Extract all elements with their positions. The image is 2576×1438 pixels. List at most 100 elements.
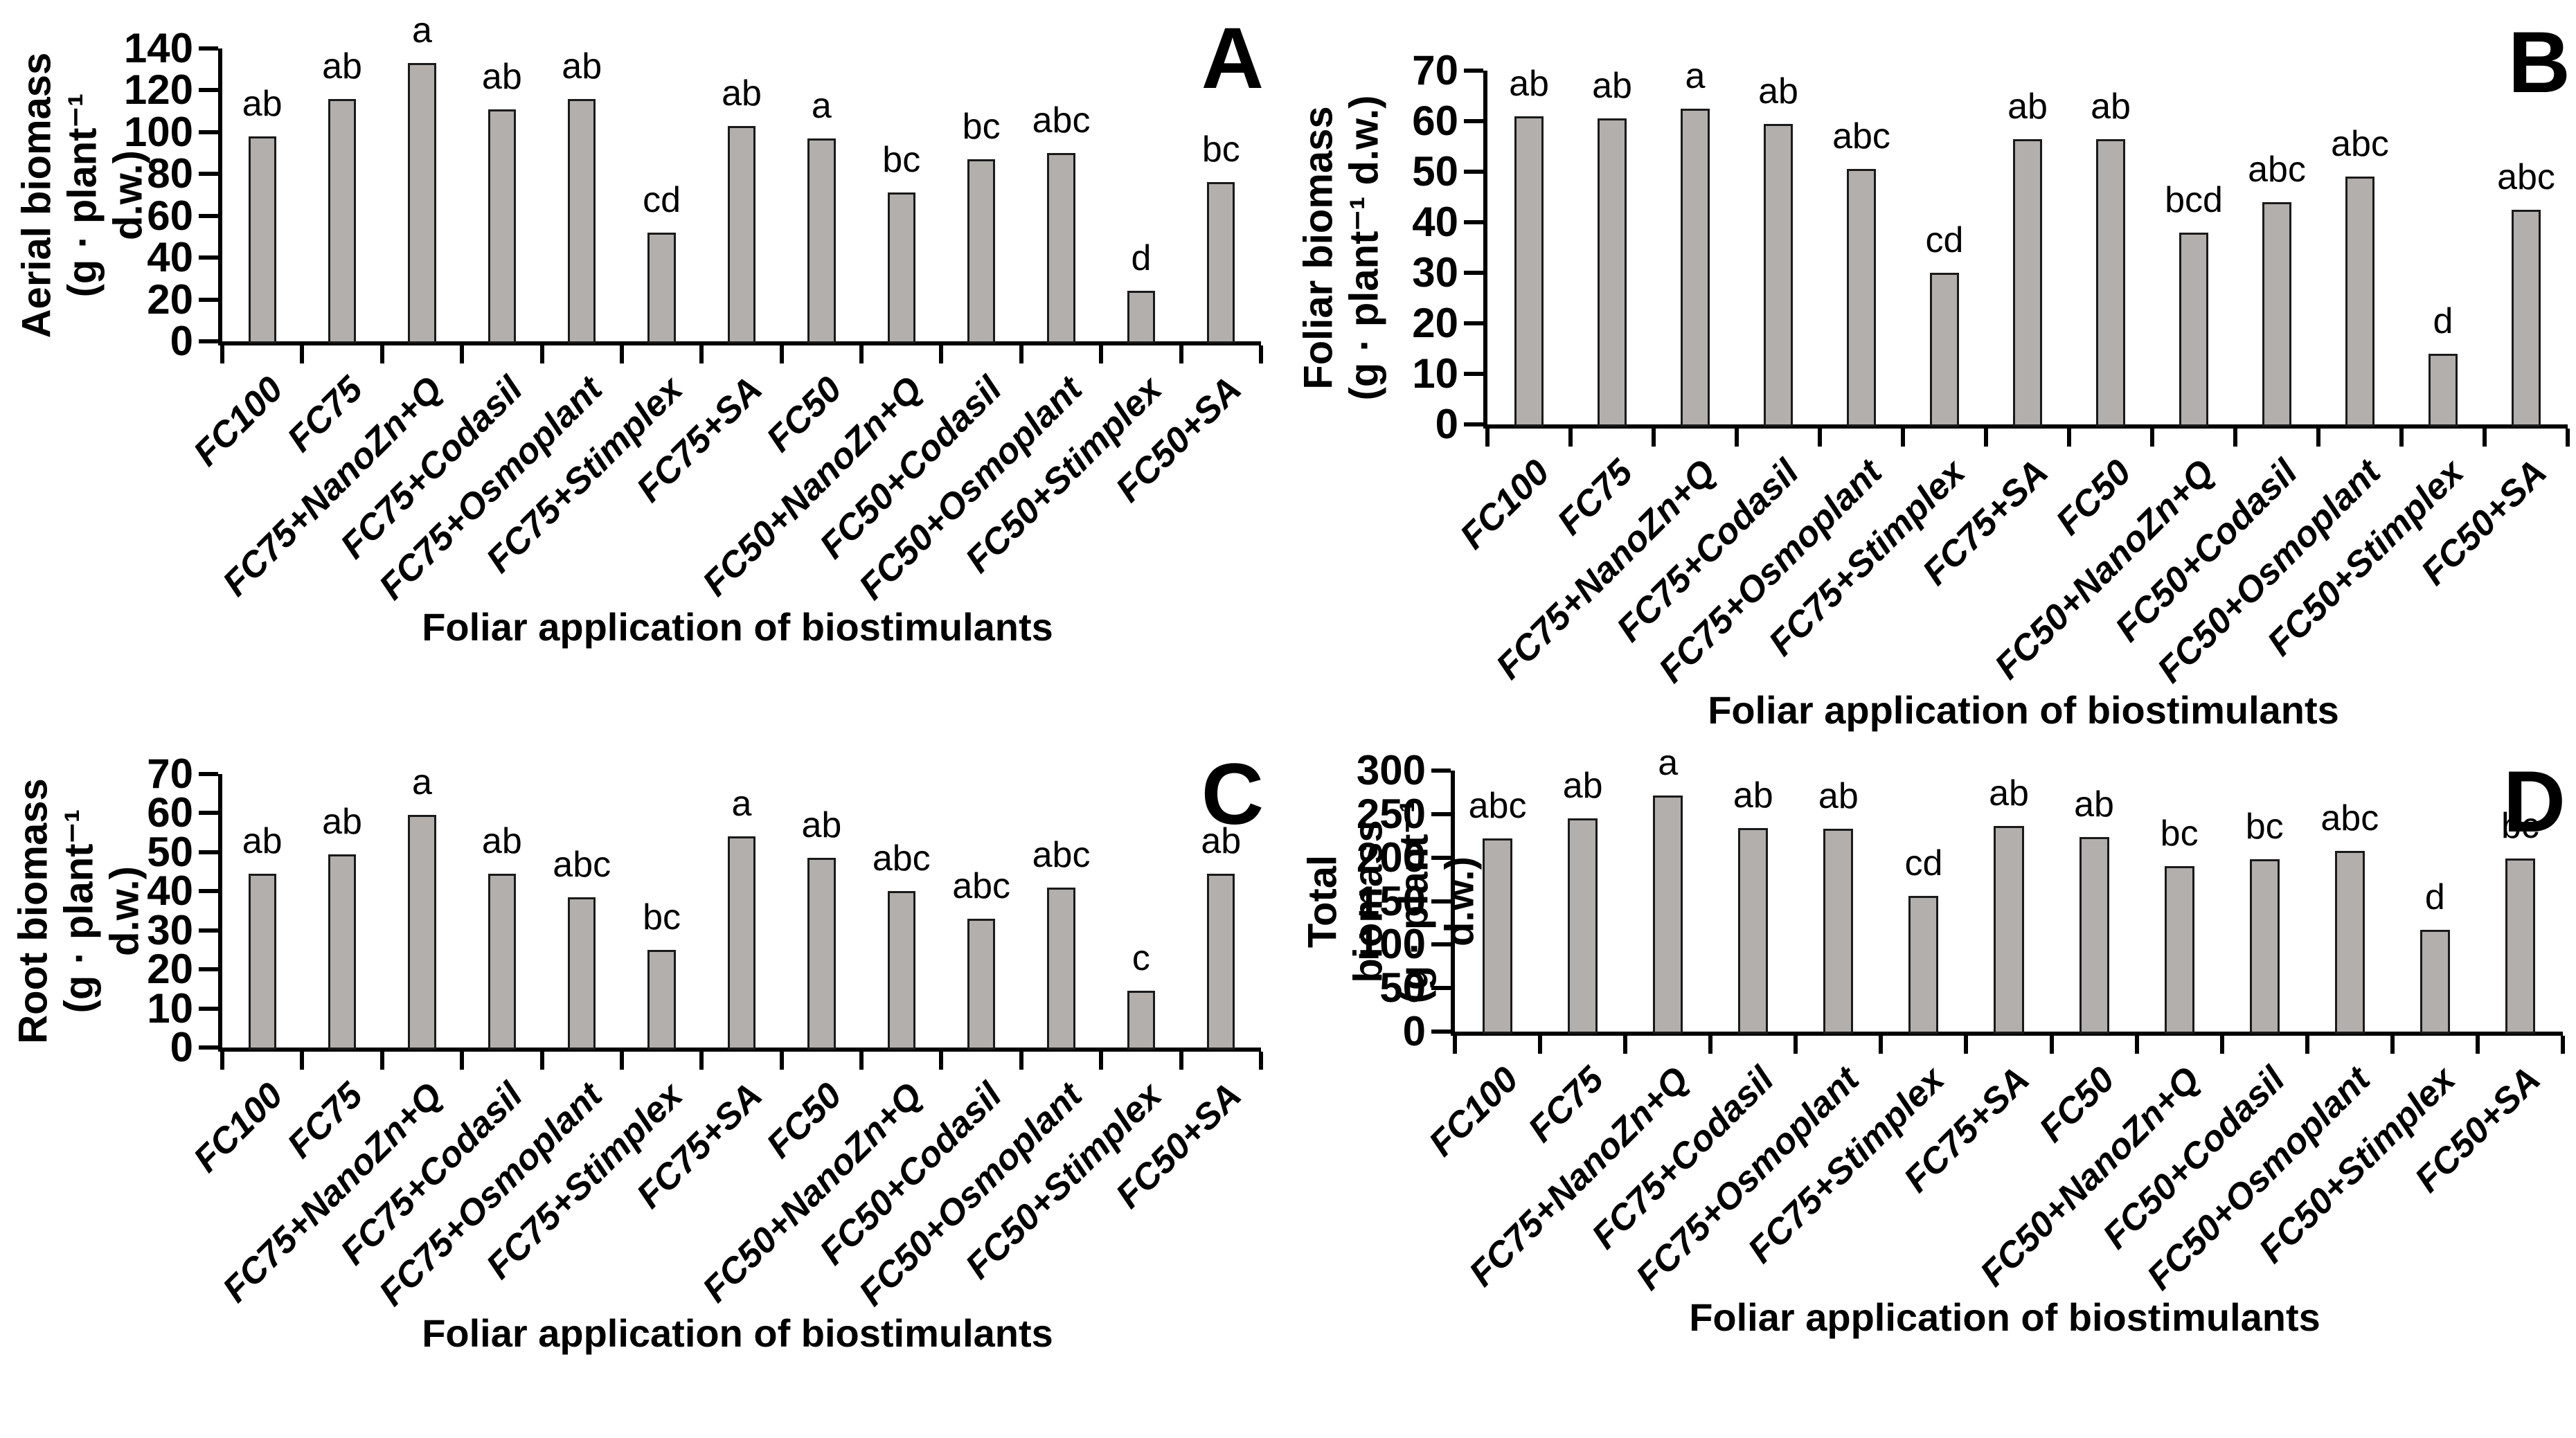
bar-FC75+SA	[1994, 826, 2024, 1034]
y-tick-label: 10	[147, 985, 193, 1032]
bar-FC75+Codasil	[1764, 123, 1793, 426]
y-tick-mark	[199, 889, 218, 894]
significance-letter: a	[1685, 55, 1706, 96]
significance-letter: ab	[1592, 66, 1632, 107]
x-tick-mark	[2233, 429, 2237, 447]
significance-letter: ab	[722, 73, 762, 114]
bar-FC50+Osmoplant	[2334, 850, 2365, 1034]
bar-FC75+Osmoplant	[568, 897, 596, 1050]
x-tick-mark	[2305, 1036, 2309, 1054]
x-tick-mark	[1453, 1036, 1457, 1054]
x-tick-mark	[2067, 429, 2071, 447]
x-tick-mark	[779, 1052, 784, 1070]
significance-letter: abc	[1468, 786, 1527, 827]
panel-letter: C	[1201, 746, 1264, 843]
y-tick-mark	[199, 1045, 218, 1050]
significance-letter: ab	[322, 46, 362, 87]
x-tick-mark	[379, 1052, 384, 1070]
bar-FC75+Codasil	[488, 109, 517, 343]
y-tick-label: 30	[1412, 249, 1458, 296]
x-tick-mark	[1568, 429, 1573, 447]
significance-letter: ab	[562, 46, 602, 87]
y-tick-mark	[199, 850, 218, 854]
y-tick-label: 0	[1402, 1008, 1426, 1054]
y-tick-mark	[199, 339, 218, 343]
bar-FC50	[807, 138, 836, 343]
bar-FC75+NanoZn+Q	[1681, 108, 1710, 426]
bar-FC50+Stimplex	[2420, 929, 2450, 1034]
y-tick-label: 250	[1356, 790, 1426, 837]
significance-letter: abc	[1032, 100, 1091, 141]
y-tick-mark	[1431, 811, 1451, 816]
x-axis-title: Foliar application of biostimulants	[1708, 688, 2339, 732]
y-tick-mark	[199, 297, 218, 302]
significance-letter: a	[411, 10, 432, 51]
y-tick-label: 80	[147, 150, 193, 197]
x-tick-mark	[1259, 345, 1263, 363]
bar-FC75+Osmoplant	[568, 98, 596, 343]
significance-letter: ab	[2007, 86, 2048, 127]
significance-letter: a	[811, 85, 832, 126]
bar-FC75+NanoZn+Q	[1653, 796, 1683, 1034]
bar-FC50	[807, 858, 836, 1050]
x-tick-mark	[460, 345, 465, 363]
significance-letter: abc	[952, 865, 1011, 906]
y-tick-label: 100	[1356, 921, 1426, 968]
panel-letter: B	[2507, 15, 2570, 111]
x-tick-mark	[2049, 1036, 2054, 1054]
y-tick-mark	[1431, 769, 1451, 773]
y-tick-label: 10	[1412, 350, 1458, 397]
significance-letter: a	[731, 784, 752, 825]
significance-letter: bc	[962, 107, 1001, 147]
panel-letter: A	[1201, 10, 1264, 107]
y-tick-label: 0	[170, 1024, 193, 1070]
significance-letter: ab	[1989, 773, 2029, 814]
x-tick-mark	[300, 1052, 305, 1070]
significance-letter: ab	[801, 805, 842, 846]
significance-letter: abc	[1032, 834, 1091, 875]
y-tick-mark	[1464, 119, 1483, 123]
y-tick-mark	[199, 772, 218, 776]
y-tick-label: 140	[123, 25, 193, 71]
x-tick-mark	[619, 345, 624, 363]
x-tick-mark	[379, 345, 384, 363]
bar-FC75+SA	[2013, 138, 2042, 426]
significance-letter: abc	[2248, 149, 2306, 190]
y-tick-mark	[1464, 422, 1483, 426]
x-axis-title: Foliar application of biostimulants	[422, 605, 1053, 649]
x-tick-mark	[1019, 1052, 1023, 1070]
significance-letter: abc	[2497, 156, 2555, 197]
x-tick-mark	[1708, 1036, 1713, 1054]
bar-FC100	[248, 136, 276, 343]
x-tick-mark	[699, 345, 704, 363]
significance-letter: d	[2424, 877, 2445, 917]
y-tick-label: 100	[123, 108, 193, 155]
bar-FC75+Osmoplant	[1847, 169, 1876, 426]
x-tick-mark	[220, 1052, 224, 1070]
y-tick-label: 60	[147, 192, 193, 239]
bar-FC50+Codasil	[2262, 201, 2291, 426]
y-tick-label: 200	[1356, 834, 1426, 881]
x-tick-mark	[1099, 1052, 1104, 1070]
x-tick-mark	[2561, 1036, 2565, 1054]
bar-FC75+Codasil	[1738, 827, 1769, 1034]
bar-FC75+Osmoplant	[1823, 829, 1854, 1034]
plot-area	[1483, 71, 2568, 429]
significance-letter: bc	[1201, 129, 1240, 170]
significance-letter: abc	[553, 844, 611, 885]
y-tick-mark	[1464, 372, 1483, 376]
y-tick-label: 0	[170, 318, 193, 364]
y-tick-mark	[1464, 69, 1483, 73]
x-tick-mark	[300, 345, 305, 363]
significance-letter: c	[1132, 938, 1150, 979]
significance-letter: ab	[1733, 775, 1773, 816]
x-tick-mark	[1485, 429, 1490, 447]
y-tick-mark	[199, 46, 218, 51]
significance-letter: bc	[643, 897, 681, 937]
x-tick-mark	[859, 345, 864, 363]
panel-root-biomass: C Root biomass (g · plant⁻¹ d.w.) Foliar…	[0, 719, 1288, 1438]
bar-FC50+Osmoplant	[1047, 887, 1075, 1050]
x-tick-mark	[2316, 429, 2320, 447]
panel-aerial-biomass: A Aerial biomass (g · plant⁻¹ d.w.) Foli…	[0, 0, 1288, 719]
bar-FC75	[328, 854, 357, 1050]
